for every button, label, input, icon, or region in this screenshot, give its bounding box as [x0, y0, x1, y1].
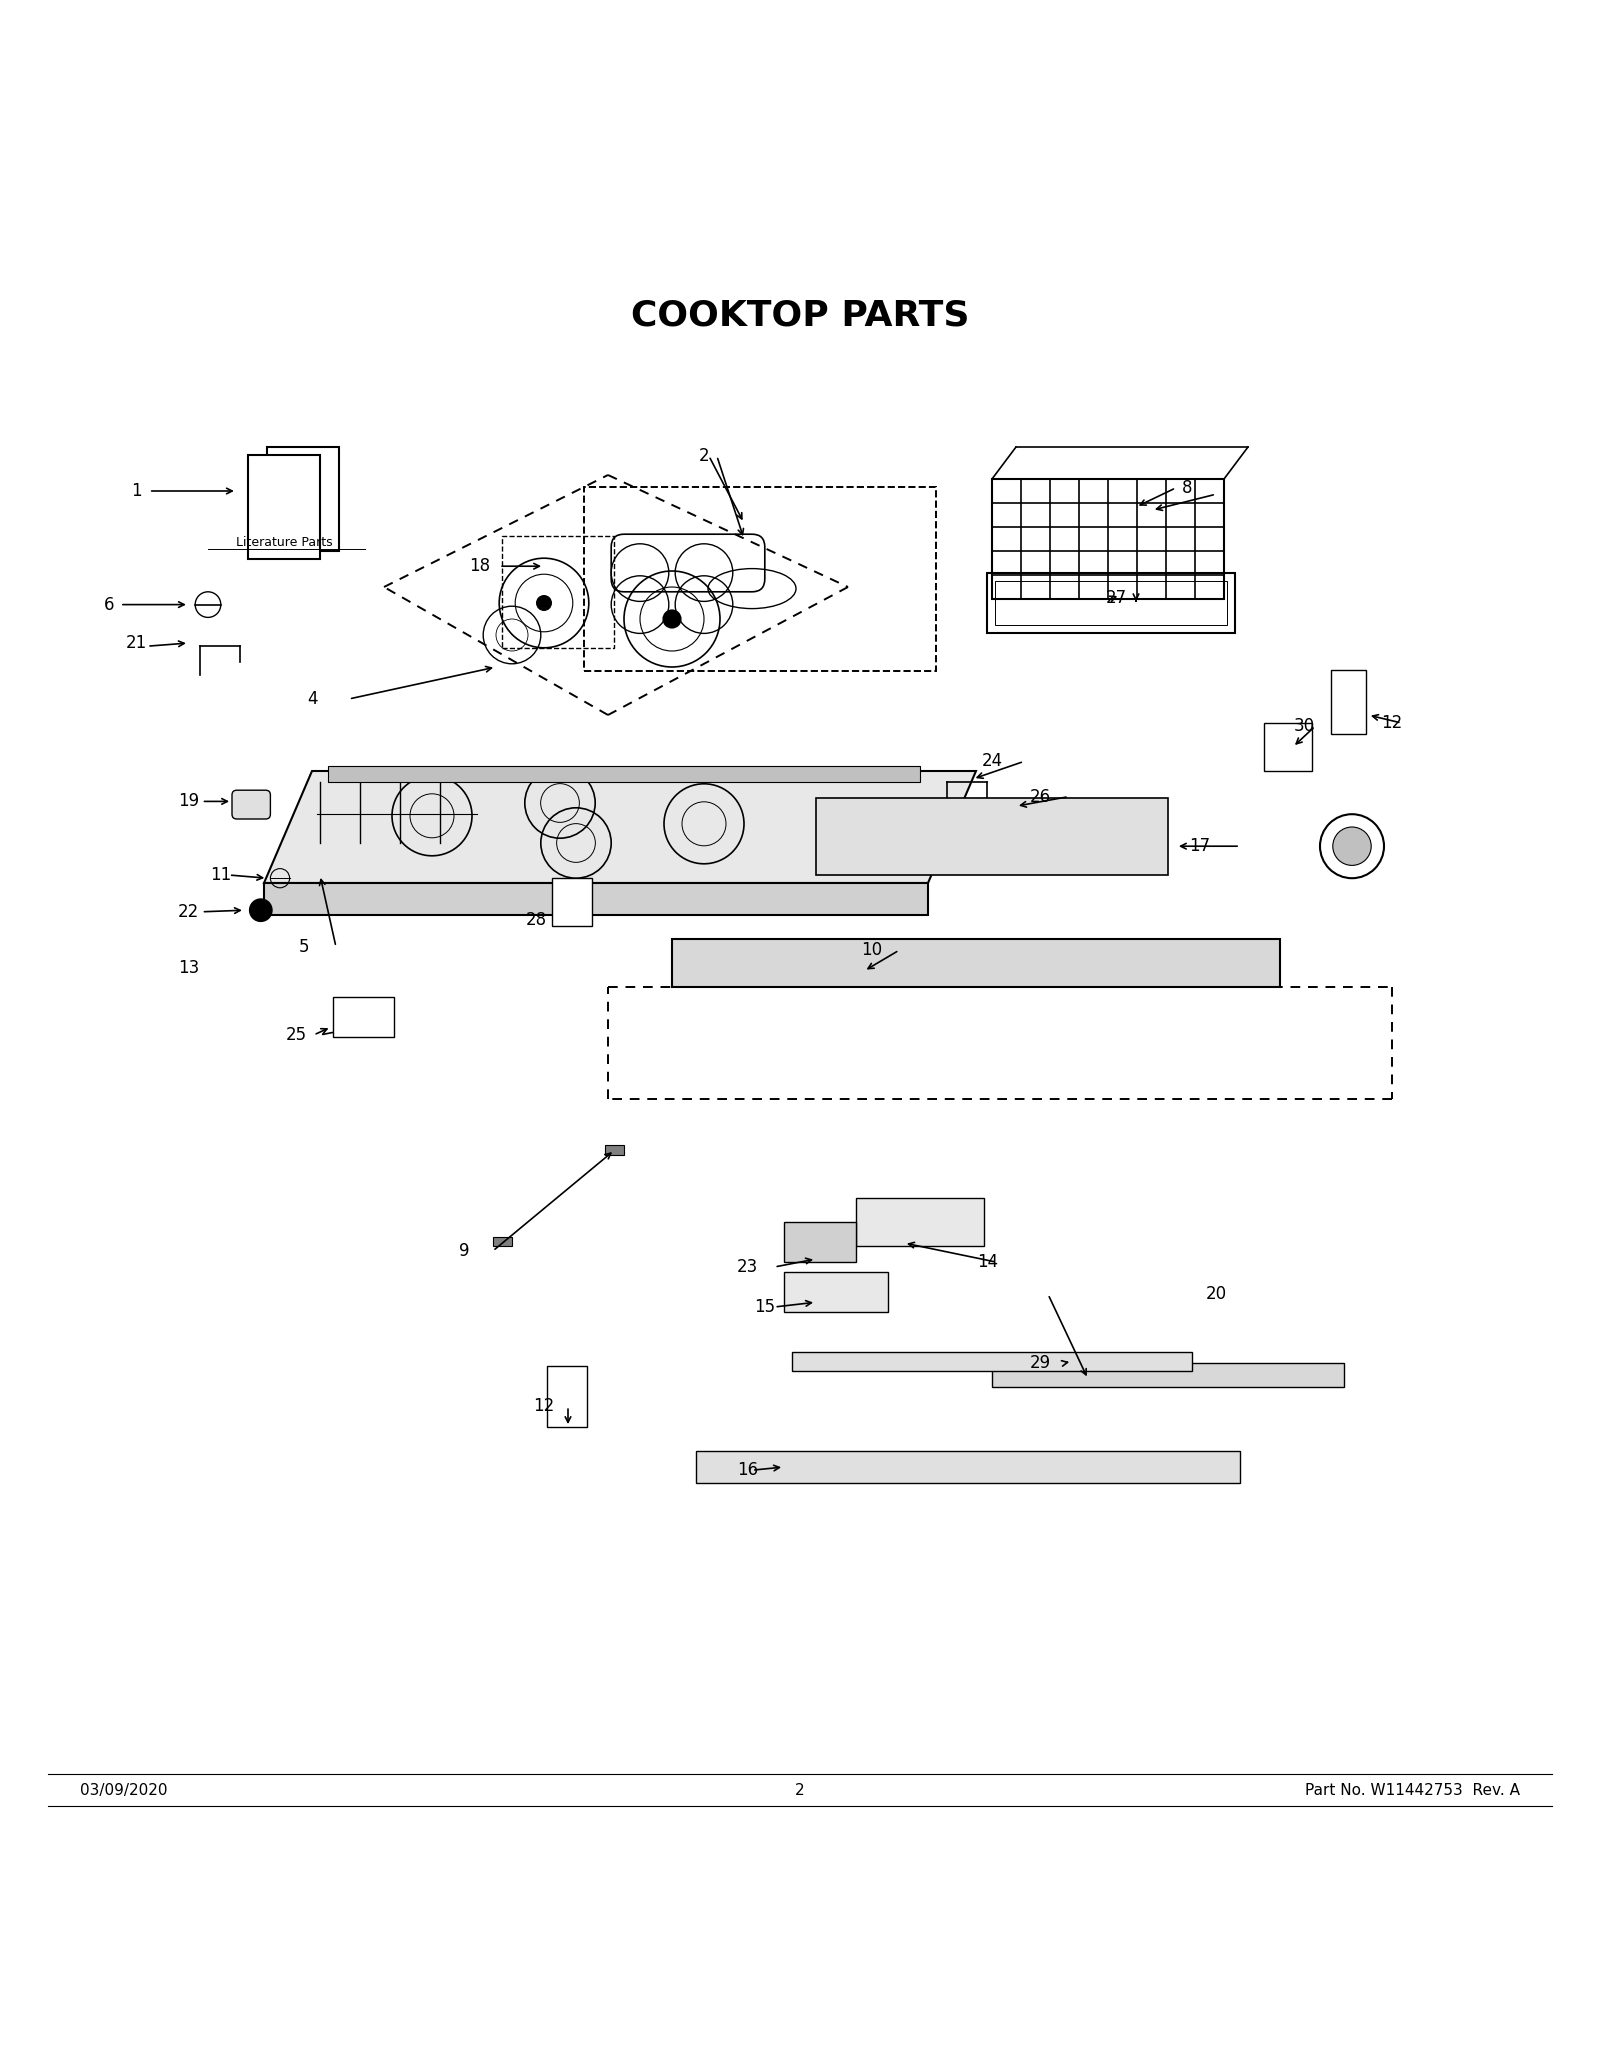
Text: 12: 12: [533, 1397, 555, 1416]
Bar: [672, 940, 1280, 987]
Bar: [1264, 722, 1312, 770]
Text: 5: 5: [299, 938, 309, 956]
Text: 25: 25: [285, 1027, 307, 1043]
Text: 17: 17: [1189, 836, 1211, 855]
Circle shape: [250, 898, 272, 921]
Text: 12: 12: [1381, 714, 1403, 733]
Text: 24: 24: [981, 751, 1003, 770]
Text: 15: 15: [754, 1298, 776, 1317]
Text: 10: 10: [861, 942, 883, 958]
Bar: [502, 536, 614, 648]
Bar: [816, 799, 1168, 876]
Text: 20: 20: [1205, 1285, 1227, 1304]
Text: 2: 2: [699, 447, 709, 466]
Text: 4: 4: [307, 689, 317, 708]
Bar: [784, 1221, 856, 1263]
Bar: [605, 1145, 624, 1155]
Text: 1: 1: [131, 482, 141, 501]
Text: 21: 21: [125, 633, 147, 652]
Text: 6: 6: [104, 596, 114, 613]
Text: 22: 22: [178, 903, 200, 921]
Text: 26: 26: [1029, 787, 1051, 805]
Bar: [992, 1362, 1344, 1387]
Text: 30: 30: [1293, 716, 1315, 735]
Bar: [696, 1451, 1240, 1482]
Bar: [1331, 671, 1366, 735]
Circle shape: [1320, 814, 1384, 878]
Polygon shape: [264, 884, 928, 915]
Text: 28: 28: [525, 911, 547, 929]
Bar: [792, 1352, 1192, 1370]
Bar: [493, 1236, 512, 1246]
Bar: [992, 478, 1224, 598]
Polygon shape: [264, 770, 976, 884]
Text: 29: 29: [1029, 1354, 1051, 1372]
Text: 9: 9: [459, 1242, 469, 1261]
Text: 8: 8: [1182, 478, 1192, 497]
Circle shape: [1333, 828, 1371, 865]
Text: 2: 2: [795, 1782, 805, 1797]
Text: 27: 27: [1106, 590, 1128, 607]
Bar: [333, 996, 394, 1037]
Text: 18: 18: [469, 557, 491, 575]
Circle shape: [536, 594, 552, 611]
Bar: [784, 1271, 888, 1312]
Text: 11: 11: [210, 865, 232, 884]
Text: 19: 19: [178, 793, 200, 809]
Text: 14: 14: [976, 1252, 998, 1271]
Bar: [552, 878, 592, 925]
Text: 13: 13: [178, 958, 200, 977]
Bar: [328, 766, 920, 782]
FancyBboxPatch shape: [232, 791, 270, 820]
Text: 7: 7: [1368, 834, 1378, 853]
Text: Literature Parts: Literature Parts: [237, 536, 333, 549]
Bar: [987, 573, 1235, 633]
Bar: [856, 1199, 984, 1246]
Text: 23: 23: [736, 1259, 758, 1275]
Bar: [995, 580, 1227, 625]
Text: 03/09/2020: 03/09/2020: [80, 1782, 168, 1797]
Text: 16: 16: [736, 1461, 758, 1480]
Polygon shape: [248, 455, 320, 559]
Bar: [547, 1366, 587, 1426]
Circle shape: [662, 609, 682, 629]
Text: Part No. W11442753  Rev. A: Part No. W11442753 Rev. A: [1306, 1782, 1520, 1797]
Text: COOKTOP PARTS: COOKTOP PARTS: [630, 298, 970, 331]
